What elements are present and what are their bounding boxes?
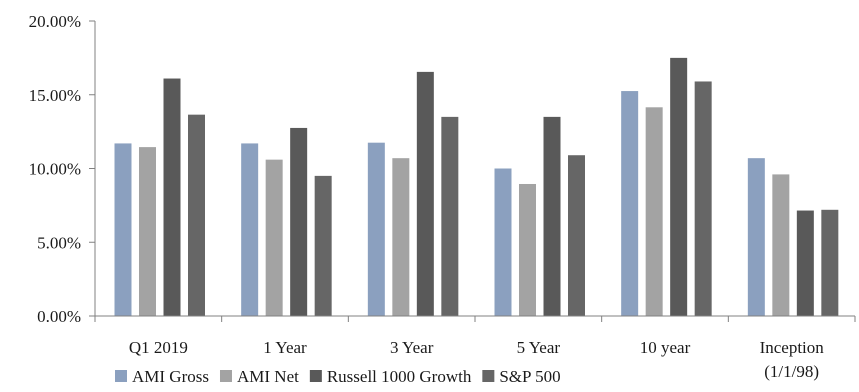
bar-ami-net <box>645 107 663 316</box>
bar-ami-gross <box>367 142 385 316</box>
bar-s-p-500 <box>821 209 839 316</box>
legend-label-s-p-500: S&P 500 <box>499 367 560 386</box>
x-tick-label: 1 Year <box>263 338 307 357</box>
bar-s-p-500 <box>568 155 585 316</box>
bar-s-p-500 <box>441 116 459 316</box>
bar-ami-gross <box>114 143 132 316</box>
x-tick-label: 3 Year <box>390 338 434 357</box>
y-tick-label: 20.00% <box>29 12 81 31</box>
y-tick-label: 0.00% <box>37 307 81 326</box>
bar-russell-1000-growth <box>670 57 688 316</box>
bar-ami-net <box>519 183 536 316</box>
legend-swatch-ami-gross <box>115 370 127 382</box>
bar-russell-1000-growth <box>163 78 181 317</box>
bar-ami-net <box>139 147 156 316</box>
legend-label-ami-gross: AMI Gross <box>132 367 209 386</box>
bar-s-p-500 <box>314 175 332 316</box>
x-tick-label: Q1 2019 <box>129 338 188 357</box>
bar-russell-1000-growth <box>796 210 814 316</box>
y-tick-label: 15.00% <box>29 86 81 105</box>
y-tick-label: 5.00% <box>37 233 81 252</box>
bar-russell-1000-growth <box>416 71 434 316</box>
legend-swatch-s-p-500 <box>482 370 495 382</box>
bar-ami-gross <box>241 143 259 316</box>
x-tick-label: 5 Year <box>517 338 561 357</box>
bar-russell-1000-growth <box>290 127 308 316</box>
bar-ami-gross <box>747 158 765 316</box>
x-tick-label: (1/1/98) <box>764 362 819 381</box>
legend-swatch-russell-1000-growth <box>309 370 322 382</box>
legend-label-russell-1000-growth: Russell 1000 Growth <box>327 367 472 386</box>
legend: AMI Gross AMI Net Russell 1000 Growth S&P 5… <box>115 367 561 386</box>
bars <box>114 57 839 317</box>
bar-s-p-500 <box>188 114 205 316</box>
bar-s-p-500 <box>694 81 712 316</box>
legend-swatch-ami-net <box>219 370 232 382</box>
bar-ami-gross <box>494 168 512 316</box>
x-tick-label: Inception <box>760 338 825 357</box>
x-axis: Q1 2019 1 Year 3 Year 5 Year 10 year Inceptio… <box>94 315 856 381</box>
bar-ami-net <box>772 174 790 316</box>
y-tick-label: 10.00% <box>29 160 81 179</box>
x-tick-label: 10 year <box>640 338 691 357</box>
legend-label-ami-net: AMI Net <box>237 367 299 386</box>
y-axis: 0.00% 5.00% 10.00% 15.00% 20.00% <box>29 12 96 326</box>
bar-ami-gross <box>621 91 639 316</box>
bar-ami-net <box>265 159 283 316</box>
bar-russell-1000-growth <box>543 116 561 316</box>
bar-ami-net <box>392 158 410 316</box>
